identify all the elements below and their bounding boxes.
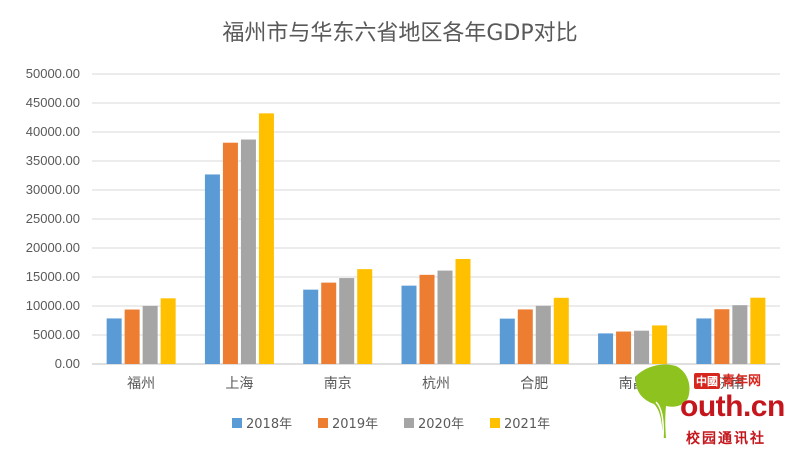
bar: [696, 318, 712, 364]
ginkgo-leaf-icon: [635, 364, 690, 439]
bar: [303, 289, 319, 364]
watermark-brand-box: 中國: [694, 373, 720, 389]
legend: 2018年 2019年 2020年 2021年: [232, 417, 550, 432]
bar: [750, 297, 766, 364]
y-tick-label: 25000.00: [26, 211, 80, 226]
gridlines: [92, 73, 780, 365]
bar: [401, 285, 417, 364]
legend-swatch: [318, 418, 328, 428]
bar: [455, 258, 471, 364]
bar: [437, 270, 453, 364]
y-tick-label: 15000.00: [26, 269, 80, 284]
bar: [357, 269, 373, 364]
legend-label: 2021年: [504, 417, 550, 432]
bar: [258, 113, 274, 364]
bar: [106, 318, 122, 364]
bar: [222, 142, 238, 364]
bar: [321, 282, 337, 364]
legend-label: 2018年: [246, 417, 292, 432]
bar: [598, 333, 614, 364]
legend-swatch: [490, 418, 500, 428]
bar: [124, 309, 140, 364]
bar: [204, 174, 220, 364]
y-tick-label: 40000.00: [26, 124, 80, 139]
legend-swatch: [404, 418, 414, 428]
x-category-label: 杭州: [422, 376, 450, 392]
bar: [616, 331, 632, 364]
legend-label: 2019年: [332, 417, 378, 432]
y-tick-label: 5000.00: [33, 327, 80, 342]
x-category-label: 福州: [127, 376, 155, 392]
bars: [106, 113, 766, 364]
x-category-label: 上海: [225, 376, 253, 392]
bar: [652, 325, 668, 364]
y-tick-label: 10000.00: [26, 298, 80, 313]
legend-swatch: [232, 418, 242, 428]
watermark-domain: outh.cn: [680, 390, 785, 423]
bar: [499, 318, 515, 364]
watermark-brand-text: 青年网: [722, 374, 762, 389]
bar: [339, 278, 355, 364]
y-axis-ticks: 0.00 5000.00 10000.00 15000.00 20000.00 25000…: [26, 66, 80, 371]
bar: [160, 298, 176, 364]
x-category-label: 南京: [324, 376, 352, 392]
y-tick-label: 35000.00: [26, 153, 80, 168]
chart-title: 福州市与华东六省地区各年GDP对比: [222, 21, 577, 46]
bar: [240, 139, 256, 364]
youth-cn-watermark: 中國 青年网 outh.cn 校园通讯社: [628, 354, 800, 455]
bar: [419, 274, 435, 364]
legend-label: 2020年: [418, 417, 464, 432]
bar: [517, 309, 533, 364]
x-category-label: 济南: [717, 376, 745, 392]
y-tick-label: 0.00: [55, 356, 80, 371]
bar: [142, 305, 158, 364]
x-category-label: 合肥: [520, 376, 548, 392]
bar: [714, 309, 730, 364]
watermark-school: 校园通讯社: [686, 431, 766, 447]
bar: [535, 305, 551, 364]
bar: [634, 330, 650, 364]
y-tick-label: 30000.00: [26, 182, 80, 197]
bar: [732, 305, 748, 364]
watermark-brand: 中國 青年网: [694, 370, 761, 389]
bar: [553, 297, 569, 364]
y-tick-label: 45000.00: [26, 95, 80, 110]
y-tick-label: 50000.00: [26, 66, 80, 81]
y-tick-label: 20000.00: [26, 240, 80, 255]
